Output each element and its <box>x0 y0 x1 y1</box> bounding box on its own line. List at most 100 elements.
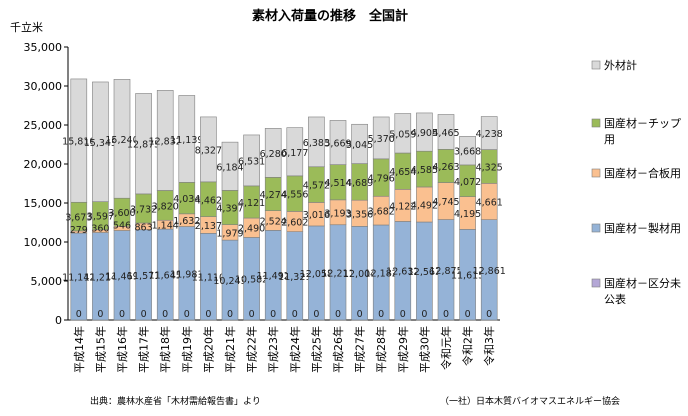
legend-label-line: 国産材－チップ <box>604 116 681 130</box>
data-label: 0 <box>119 309 125 320</box>
x-tick-label: 平成21年 <box>223 326 237 373</box>
bar-segment <box>329 120 347 165</box>
data-label: 0 <box>443 309 449 320</box>
data-label: 1,632 <box>173 216 200 227</box>
y-axis-label: 千立米 <box>10 20 43 34</box>
data-label: 4,072 <box>454 177 481 188</box>
data-label: 0 <box>184 309 190 320</box>
x-tick-label: 平成25年 <box>309 326 323 373</box>
data-label: 4,905 <box>411 128 438 139</box>
y-tick-label: 15,000 <box>24 197 63 210</box>
data-label: 2,490 <box>238 224 265 235</box>
data-label: 11,492 <box>257 271 290 282</box>
legend-label: 国産材－チップ用 <box>604 116 681 146</box>
data-label: 4,465 <box>432 128 459 139</box>
legend-swatch <box>591 223 601 233</box>
data-label: 15,810 <box>62 137 95 148</box>
bar-segment <box>308 116 325 168</box>
data-label: 0 <box>270 309 276 320</box>
data-label: 3,016 <box>303 210 330 221</box>
data-label: 0 <box>249 309 255 320</box>
data-label: 4,195 <box>454 209 481 220</box>
data-label: 11,142 <box>62 273 95 284</box>
data-label: 12,875 <box>127 140 160 151</box>
data-label: 6,531 <box>238 156 265 167</box>
bar-segment <box>351 123 368 164</box>
legend-label: 外材計 <box>604 58 637 72</box>
bar-segment <box>437 114 455 150</box>
y-tick-label: 25,000 <box>24 119 63 132</box>
data-label: 12,004 <box>343 269 376 280</box>
data-label: 15,345 <box>84 138 117 149</box>
data-label: 3,356 <box>346 209 373 220</box>
data-label: 3,820 <box>152 201 179 212</box>
data-label: 3,682 <box>368 207 395 218</box>
data-label: 11,981 <box>170 269 203 280</box>
data-label: 4,745 <box>432 197 459 208</box>
x-tick-label: 平成28年 <box>374 326 388 373</box>
data-label: 0 <box>141 309 147 320</box>
x-tick-label: 平成16年 <box>115 326 129 373</box>
legend-label-line: 用 <box>604 133 615 146</box>
data-label: 11,139 <box>170 135 203 146</box>
x-tick-label: 平成17年 <box>137 326 151 373</box>
bar-segment <box>372 116 390 160</box>
data-label: 2,137 <box>195 221 222 232</box>
data-label: 5,059 <box>389 129 416 140</box>
x-tick-label: 令和元年 <box>439 326 453 370</box>
x-tick-label: 平成22年 <box>245 326 259 373</box>
data-label: 12,632 <box>386 267 419 278</box>
data-label: 4,034 <box>173 194 200 205</box>
bar-segment <box>459 136 476 166</box>
bar-segment <box>221 141 239 191</box>
x-tick-label: 平成19年 <box>180 326 194 373</box>
y-tick-label: 20,000 <box>24 158 63 171</box>
data-label: 3,597 <box>87 212 114 223</box>
bar-segment <box>156 90 174 191</box>
bar-segment <box>286 127 304 177</box>
credit-note: （一社）日本木質バイオマスエネルギー協会 <box>440 395 620 407</box>
data-label: 0 <box>335 309 341 320</box>
y-tick-label: 10,000 <box>24 236 63 249</box>
data-label: 0 <box>227 309 233 320</box>
data-label: 0 <box>400 309 406 320</box>
legend-swatch <box>591 118 601 128</box>
data-label: 4,556 <box>281 190 308 201</box>
x-tick-label: 平成26年 <box>331 326 345 373</box>
data-label: 11,615 <box>451 271 484 282</box>
data-label: 4,796 <box>368 174 395 185</box>
data-label: 863 <box>135 222 153 233</box>
x-tick-label: 令和3年 <box>482 326 496 366</box>
x-tick-label: 平成27年 <box>353 326 367 373</box>
data-label: 11,321 <box>278 272 311 283</box>
data-label: 12,563 <box>408 267 441 278</box>
x-tick-label: 平成23年 <box>266 326 280 373</box>
bar-segment <box>394 113 412 154</box>
data-label: 4,654 <box>389 167 416 178</box>
data-label: 546 <box>113 220 131 231</box>
data-label: 1,979 <box>216 228 243 239</box>
y-tick-label: 0 <box>55 314 62 327</box>
data-label: 0 <box>486 309 492 320</box>
x-tick-label: 平成18年 <box>158 326 172 373</box>
data-label: 12,875 <box>429 266 462 277</box>
data-label: 11,214 <box>84 272 117 283</box>
source-note: 出典：農林水産省「木材需給報告書」より <box>90 395 261 407</box>
x-tick-label: 平成29年 <box>396 326 410 373</box>
x-tick-label: 平成15年 <box>93 326 107 373</box>
bar-segment <box>70 78 88 203</box>
data-label: 4,572 <box>303 181 330 192</box>
data-label: 11,645 <box>149 271 182 282</box>
data-label: 4,122 <box>389 201 416 212</box>
data-label: 4,238 <box>476 129 503 140</box>
data-label: 12,211 <box>321 268 354 279</box>
legend-swatch <box>591 60 601 70</box>
data-label: 279 <box>70 225 88 236</box>
bar-segment <box>243 134 260 187</box>
bar-segment <box>92 81 109 202</box>
legend-label-line: 公表 <box>604 292 626 306</box>
bar-segment <box>113 79 131 199</box>
y-tick-label: 5,000 <box>31 275 63 288</box>
data-label: 4,661 <box>476 198 503 209</box>
data-label: 0 <box>292 309 298 320</box>
